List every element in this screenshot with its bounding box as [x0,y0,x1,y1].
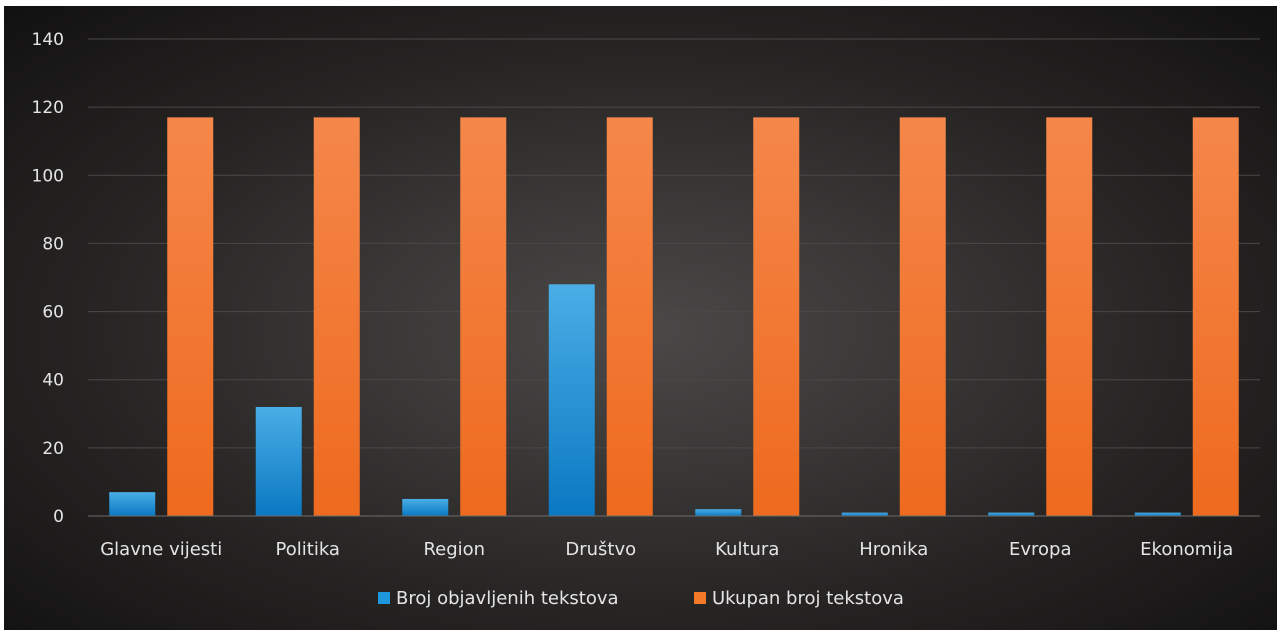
y-tick-label: 0 [53,507,64,527]
y-tick-label: 20 [42,439,64,459]
bar-total-3 [460,117,507,516]
bar-published-8 [1134,512,1181,516]
bar-total-2 [313,117,360,516]
legend-swatch-2 [694,592,706,604]
bar-published-6 [841,512,888,516]
bar-published-5 [695,509,742,516]
bar-published-7 [988,512,1035,516]
bar-total-7 [1046,117,1093,516]
x-axis-categories: Glavne vijesti Politika Region Društvo Kultu… [100,539,1233,560]
bars [109,117,1239,516]
gridlines [88,38,1260,449]
legend-label-1: Broj objavljenih tekstova [396,588,619,609]
y-tick-label: 60 [42,303,64,323]
x-category-label: Hronika [859,539,928,560]
x-category-label: Politika [276,539,340,560]
y-tick-label: 140 [32,30,64,50]
y-tick-label: 100 [32,166,64,186]
y-tick-label: 120 [32,98,64,118]
y-tick-label: 40 [42,371,64,391]
x-category-label: Evropa [1009,539,1072,560]
legend-label-2: Ukupan broj tekstova [712,588,904,609]
bar-published-4 [548,284,595,516]
bar-published-2 [255,406,302,516]
legend-swatch-1 [378,592,390,604]
bar-total-1 [167,117,214,516]
bar-total-5 [753,117,800,516]
x-category-label: Ekonomija [1140,539,1233,560]
bar-total-4 [606,117,653,516]
bar-published-1 [109,492,156,516]
y-axis-ticks: 0 20 40 60 80 100 120 140 [32,30,64,527]
bar-chart: 0 20 40 60 80 100 120 140 Glavne vijesti Politik… [32,30,1260,609]
legend: Broj objavljenih tekstova Ukupan broj tek… [378,588,904,609]
bar-total-8 [1192,117,1239,516]
bar-published-3 [402,498,449,516]
bar-total-6 [899,117,946,516]
x-category-label: Kultura [715,539,779,560]
x-category-label: Društvo [565,539,636,560]
chart-frame: 0 20 40 60 80 100 120 140 Glavne vijesti Politik… [4,6,1277,630]
x-category-label: Region [423,539,485,560]
y-tick-label: 80 [42,234,64,254]
x-category-label: Glavne vijesti [100,539,222,560]
